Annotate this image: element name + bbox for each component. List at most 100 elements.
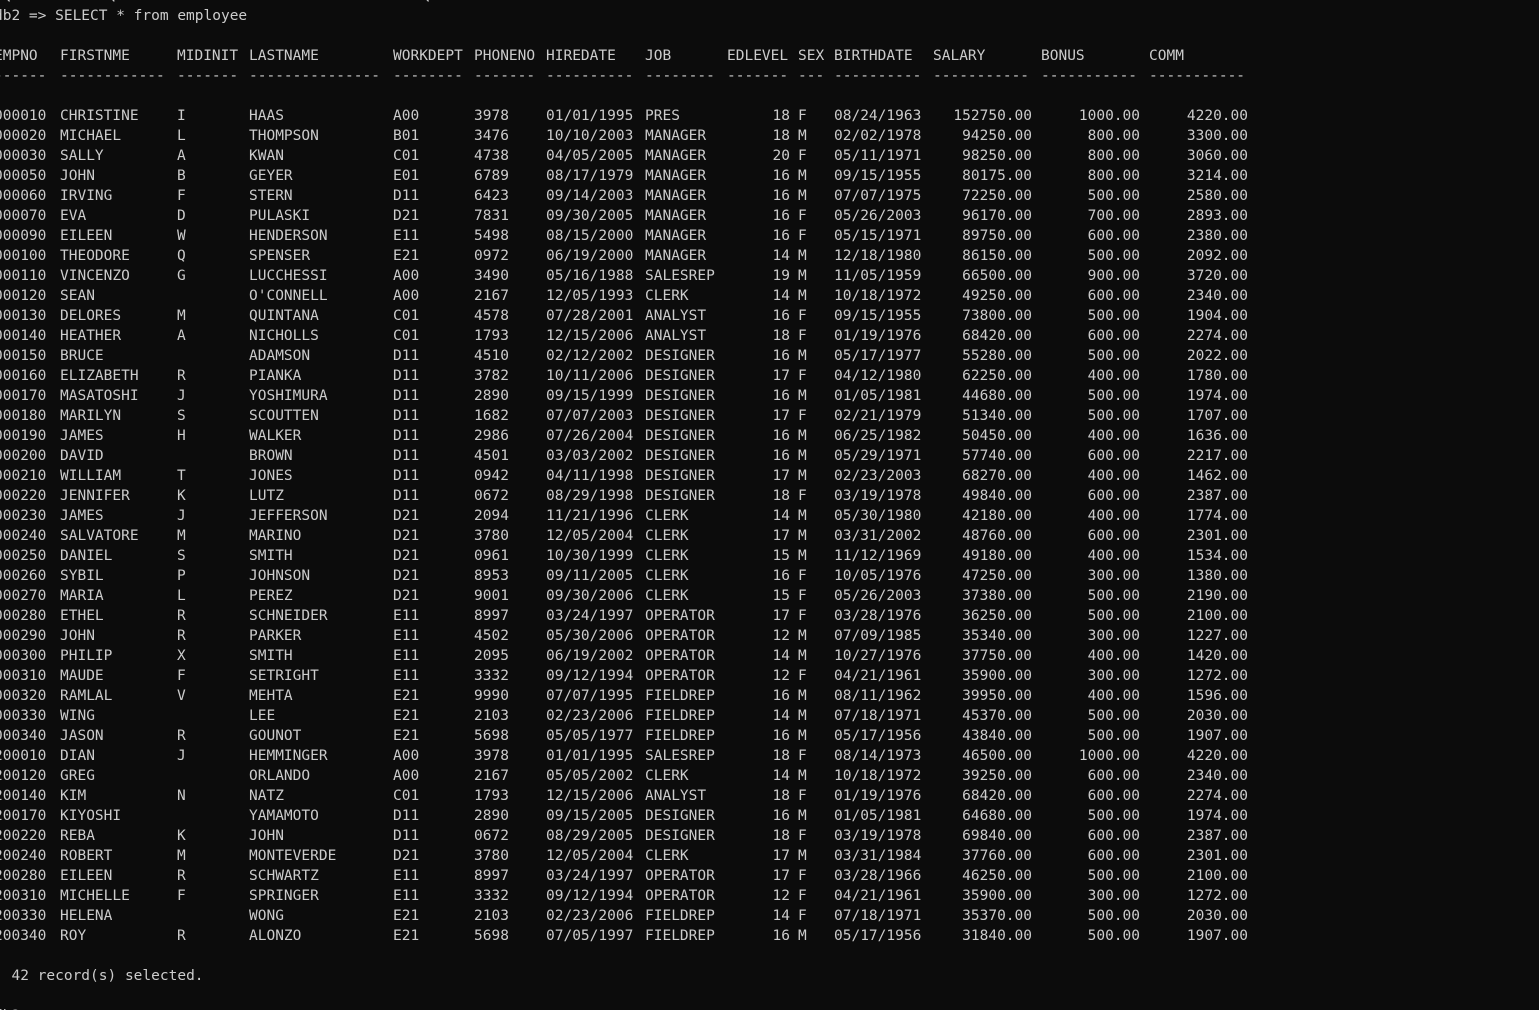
cell-workdept: D21 <box>393 208 420 224</box>
cell-birthdate: 03/31/2002 <box>834 528 922 544</box>
table-row: 200220 REBA K JOHN D11 0672 08/29/2005 DESIGNER… <box>0 826 1539 846</box>
cell-job: MANAGER <box>645 208 707 224</box>
cell-firstnme: JOHN <box>60 628 95 644</box>
cell-edlevel: 14 <box>772 908 790 924</box>
cell-bonus: 600.00 <box>1087 228 1140 244</box>
cell-empno: 200170 <box>0 808 47 824</box>
cell-birthdate: 03/28/1966 <box>834 868 922 884</box>
cell-job: DESIGNER <box>645 368 715 384</box>
cell-bonus: 500.00 <box>1087 868 1140 884</box>
column-header-midinit: MIDINIT <box>177 48 239 64</box>
cell-lastname: SPRINGER <box>249 888 319 904</box>
cell-empno: 200340 <box>0 928 47 944</box>
cell-comm: 2030.00 <box>1186 908 1248 924</box>
cell-salary: 31840.00 <box>962 928 1032 944</box>
cell-midinit: H <box>177 428 186 444</box>
cell-workdept: E21 <box>393 928 420 944</box>
cell-hiredate: 08/15/2000 <box>546 228 634 244</box>
cell-lastname: ADAMSON <box>249 348 311 364</box>
cell-sex: M <box>798 188 807 204</box>
cell-workdept: E11 <box>393 648 420 664</box>
cell-lastname: QUINTANA <box>249 308 319 324</box>
cell-birthdate: 04/12/1980 <box>834 368 922 384</box>
cell-bonus: 600.00 <box>1087 288 1140 304</box>
cell-comm: 2092.00 <box>1186 248 1248 264</box>
cell-workdept: C01 <box>393 788 420 804</box>
column-separator-hiredate: ---------- <box>546 68 634 84</box>
cell-birthdate: 05/26/2003 <box>834 208 922 224</box>
cell-sex: F <box>798 748 807 764</box>
cell-hiredate: 07/26/2004 <box>546 428 634 444</box>
cell-midinit: V <box>177 688 186 704</box>
cell-job: CLERK <box>645 288 689 304</box>
cell-hiredate: 04/11/1998 <box>546 468 634 484</box>
cell-lastname: ALONZO <box>249 928 302 944</box>
cell-job: FIELDREP <box>645 928 715 944</box>
cell-birthdate: 10/05/1976 <box>834 568 922 584</box>
cell-hiredate: 11/21/1996 <box>546 508 634 524</box>
cell-midinit: A <box>177 148 186 164</box>
cell-lastname: HEMMINGER <box>249 748 328 764</box>
cell-phoneno: 5698 <box>474 728 509 744</box>
cell-midinit: B <box>177 168 186 184</box>
cell-lastname: JOHNSON <box>249 568 311 584</box>
cell-edlevel: 16 <box>772 688 790 704</box>
cell-firstnme: ROBERT <box>60 848 113 864</box>
cell-phoneno: 3332 <box>474 668 509 684</box>
cell-workdept: D11 <box>393 808 420 824</box>
cell-midinit: A <box>177 328 186 344</box>
cell-bonus: 600.00 <box>1087 448 1140 464</box>
cell-hiredate: 03/03/2002 <box>546 448 634 464</box>
cell-lastname: SPENSER <box>249 248 311 264</box>
cell-midinit: R <box>177 728 186 744</box>
cell-sex: M <box>798 268 807 284</box>
cell-midinit: X <box>177 648 186 664</box>
cell-workdept: E11 <box>393 228 420 244</box>
cell-firstnme: IRVING <box>60 188 113 204</box>
cell-workdept: E11 <box>393 608 420 624</box>
prompt-line[interactable]: db2 => <box>0 1006 1539 1010</box>
cell-lastname: MARINO <box>249 528 302 544</box>
cell-hiredate: 10/11/2006 <box>546 368 634 384</box>
cell-edlevel: 14 <box>772 288 790 304</box>
cell-job: FIELDREP <box>645 728 715 744</box>
cell-phoneno: 8997 <box>474 608 509 624</box>
cell-workdept: D21 <box>393 528 420 544</box>
cell-edlevel: 12 <box>772 668 790 684</box>
cell-empno: 200330 <box>0 908 47 924</box>
cell-bonus: 1000.00 <box>1078 108 1140 124</box>
cell-empno: 200010 <box>0 748 47 764</box>
cell-midinit: I <box>177 108 186 124</box>
cell-firstnme: MASATOSHI <box>60 388 139 404</box>
cell-hiredate: 09/12/1994 <box>546 888 634 904</box>
cell-salary: 55280.00 <box>962 348 1032 364</box>
cell-job: DESIGNER <box>645 828 715 844</box>
cell-birthdate: 05/15/1971 <box>834 228 922 244</box>
cell-lastname: YOSHIMURA <box>249 388 328 404</box>
cell-phoneno: 3978 <box>474 748 509 764</box>
cell-birthdate: 09/15/1955 <box>834 168 922 184</box>
cell-midinit: D <box>177 208 186 224</box>
cell-midinit: P <box>177 568 186 584</box>
cell-comm: 2580.00 <box>1186 188 1248 204</box>
cell-bonus: 800.00 <box>1087 168 1140 184</box>
cell-workdept: A00 <box>393 748 420 764</box>
cell-phoneno: 2103 <box>474 708 509 724</box>
cell-comm: 1227.00 <box>1186 628 1248 644</box>
cell-salary: 66500.00 <box>962 268 1032 284</box>
cell-firstnme: PHILIP <box>60 648 113 664</box>
cell-sex: M <box>798 728 807 744</box>
cell-salary: 68420.00 <box>962 788 1032 804</box>
